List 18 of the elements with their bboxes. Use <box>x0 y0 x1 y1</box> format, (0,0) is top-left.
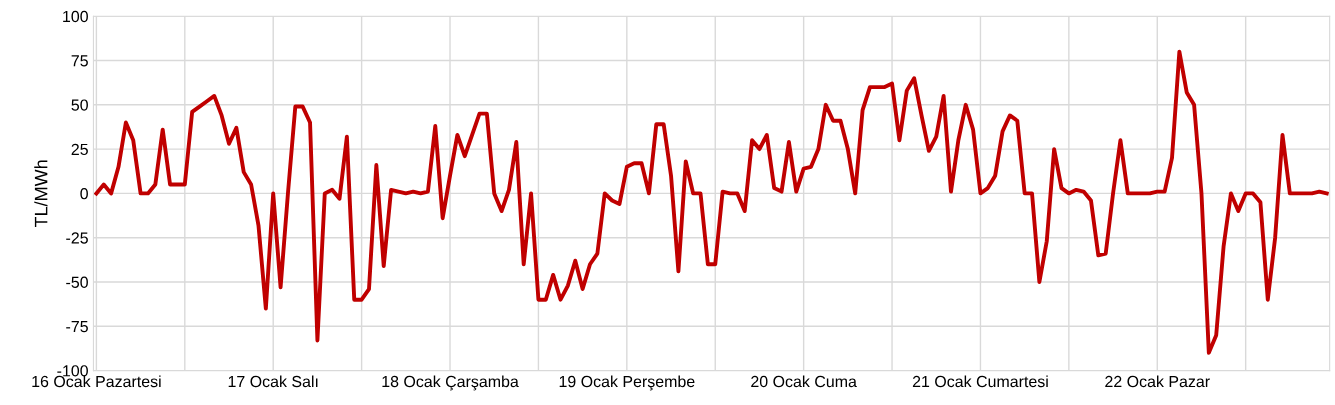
y-tick-label: 75 <box>71 55 88 67</box>
y-tick-label: -25 <box>66 232 88 244</box>
y-tick-label: 0 <box>80 188 88 200</box>
x-tick-label: 17 Ocak Salı <box>228 375 318 388</box>
y-tick-label: 25 <box>71 143 88 156</box>
y-tick-label: 50 <box>71 99 88 111</box>
y-tick-label: -50 <box>66 276 88 288</box>
x-tick-label: 16 Ocak Pazartesi <box>32 375 161 388</box>
y-tick-label: 100 <box>63 10 88 23</box>
y-tick-label: -75 <box>66 321 88 333</box>
x-tick-label: 18 Ocak Çarşamba <box>382 375 519 391</box>
y-tick-label: -100 <box>57 365 88 377</box>
x-tick-label: 20 Ocak Cuma <box>751 375 857 388</box>
x-tick-label: 19 Ocak Perşembe <box>559 375 695 391</box>
x-tick-label: 21 Ocak Cumartesi <box>912 375 1048 388</box>
line-series <box>94 49 1329 355</box>
y-axis-title: TL/MWh <box>34 160 48 228</box>
x-tick-label: 22 Ocak Pazar <box>1105 375 1210 388</box>
